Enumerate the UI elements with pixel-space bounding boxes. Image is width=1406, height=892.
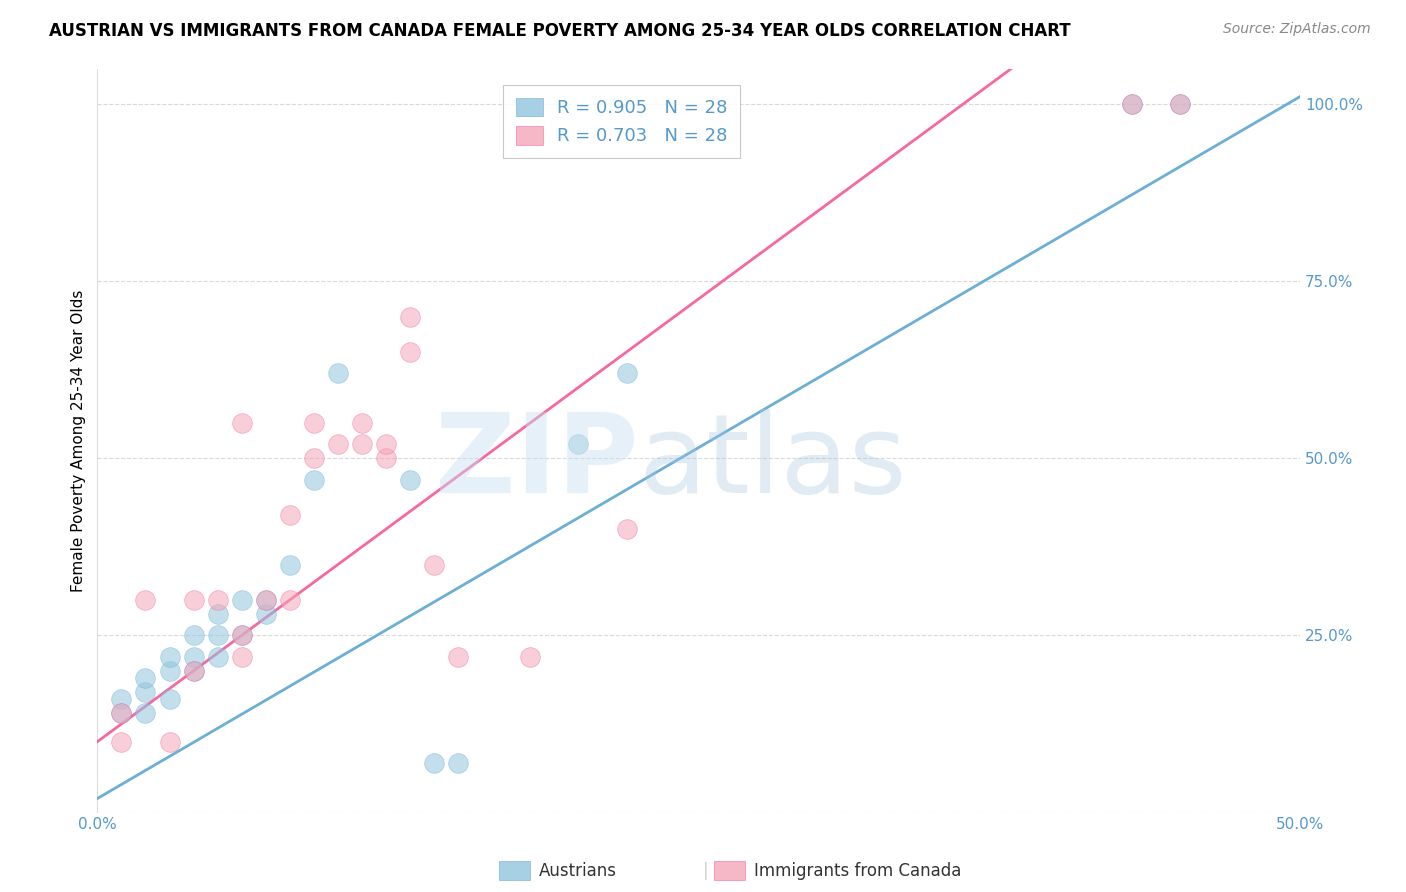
- Point: [110, 706, 132, 721]
- Point: [278, 558, 301, 572]
- Point: [159, 734, 181, 748]
- Legend: R = 0.905   N = 28, R = 0.703   N = 28: R = 0.905 N = 28, R = 0.703 N = 28: [503, 85, 741, 158]
- Point: [423, 756, 446, 770]
- Point: [302, 416, 325, 430]
- Point: [134, 685, 156, 699]
- Point: [302, 473, 325, 487]
- Y-axis label: Female Poverty Among 25-34 Year Olds: Female Poverty Among 25-34 Year Olds: [72, 289, 86, 591]
- Point: [231, 649, 253, 664]
- Point: [231, 628, 253, 642]
- Point: [302, 451, 325, 466]
- Point: [278, 593, 301, 607]
- Point: [350, 416, 373, 430]
- Point: [159, 664, 181, 678]
- Point: [350, 437, 373, 451]
- Text: ZIP: ZIP: [436, 409, 638, 516]
- Point: [207, 593, 229, 607]
- Point: [375, 451, 398, 466]
- Point: [134, 671, 156, 685]
- Point: [447, 649, 470, 664]
- Point: [254, 593, 277, 607]
- Point: [399, 345, 422, 359]
- Text: |: |: [703, 862, 709, 880]
- Point: [519, 649, 541, 664]
- Point: [110, 692, 132, 706]
- Point: [110, 706, 132, 721]
- Point: [183, 649, 205, 664]
- Point: [399, 310, 422, 324]
- Point: [1168, 97, 1191, 112]
- Text: Source: ZipAtlas.com: Source: ZipAtlas.com: [1223, 22, 1371, 37]
- Point: [326, 437, 349, 451]
- Text: AUSTRIAN VS IMMIGRANTS FROM CANADA FEMALE POVERTY AMONG 25-34 YEAR OLDS CORRELAT: AUSTRIAN VS IMMIGRANTS FROM CANADA FEMAL…: [49, 22, 1071, 40]
- Point: [183, 593, 205, 607]
- Point: [567, 437, 589, 451]
- Point: [399, 473, 422, 487]
- Point: [183, 664, 205, 678]
- Point: [1121, 97, 1143, 112]
- Point: [134, 706, 156, 721]
- Point: [1168, 97, 1191, 112]
- Point: [254, 593, 277, 607]
- Point: [231, 416, 253, 430]
- Text: Austrians: Austrians: [538, 862, 616, 880]
- Point: [254, 607, 277, 621]
- Point: [231, 628, 253, 642]
- Point: [183, 664, 205, 678]
- Point: [375, 437, 398, 451]
- Point: [616, 522, 638, 536]
- Point: [110, 734, 132, 748]
- Text: atlas: atlas: [638, 409, 907, 516]
- Text: Immigrants from Canada: Immigrants from Canada: [754, 862, 960, 880]
- Point: [159, 692, 181, 706]
- Point: [278, 508, 301, 522]
- Point: [326, 366, 349, 380]
- Point: [207, 628, 229, 642]
- Point: [447, 756, 470, 770]
- Point: [207, 649, 229, 664]
- Point: [423, 558, 446, 572]
- Point: [1121, 97, 1143, 112]
- Point: [159, 649, 181, 664]
- Point: [134, 593, 156, 607]
- Point: [183, 628, 205, 642]
- Point: [616, 366, 638, 380]
- Point: [231, 593, 253, 607]
- Point: [207, 607, 229, 621]
